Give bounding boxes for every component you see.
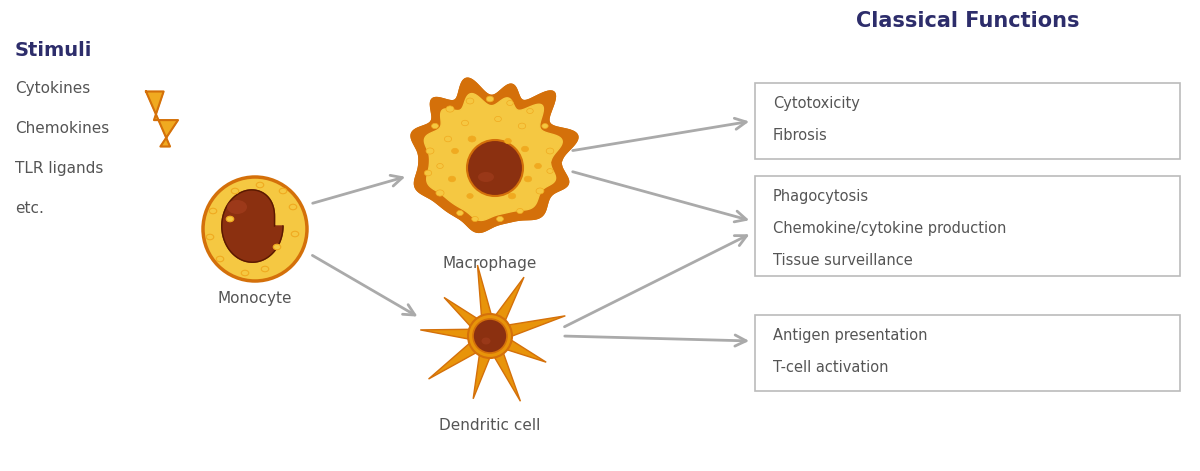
Ellipse shape — [292, 231, 299, 237]
Polygon shape — [425, 94, 563, 220]
FancyBboxPatch shape — [755, 83, 1180, 159]
Polygon shape — [473, 334, 498, 399]
Polygon shape — [222, 190, 283, 262]
Ellipse shape — [546, 148, 554, 154]
Ellipse shape — [534, 163, 541, 169]
Ellipse shape — [449, 176, 456, 182]
Circle shape — [203, 177, 307, 281]
Text: Antigen presentation: Antigen presentation — [773, 328, 928, 343]
Polygon shape — [428, 329, 494, 379]
Polygon shape — [478, 265, 497, 337]
Text: Classical Functions: Classical Functions — [857, 11, 1080, 31]
Text: Phagocytosis: Phagocytosis — [773, 189, 869, 204]
Circle shape — [473, 319, 508, 353]
Ellipse shape — [505, 138, 511, 144]
Text: Chemokine/cytokine production: Chemokine/cytokine production — [773, 221, 1007, 236]
Text: Monocyte: Monocyte — [217, 291, 293, 306]
Ellipse shape — [274, 244, 281, 250]
Ellipse shape — [426, 148, 434, 154]
Polygon shape — [484, 333, 521, 401]
Ellipse shape — [478, 172, 494, 182]
Ellipse shape — [524, 176, 532, 182]
Text: Chemokines: Chemokines — [14, 121, 109, 136]
Ellipse shape — [494, 116, 502, 122]
FancyBboxPatch shape — [755, 176, 1180, 276]
Ellipse shape — [451, 148, 458, 154]
Polygon shape — [444, 297, 496, 342]
Ellipse shape — [216, 256, 223, 262]
Ellipse shape — [425, 170, 432, 176]
Ellipse shape — [527, 108, 533, 114]
Polygon shape — [487, 329, 546, 362]
Polygon shape — [420, 329, 491, 343]
Text: Fibrosis: Fibrosis — [773, 128, 828, 143]
Text: Macrophage: Macrophage — [443, 256, 538, 271]
Ellipse shape — [457, 211, 463, 216]
Ellipse shape — [462, 120, 468, 126]
Text: etc.: etc. — [14, 201, 44, 216]
Ellipse shape — [446, 106, 454, 112]
Polygon shape — [412, 78, 578, 232]
Ellipse shape — [227, 200, 247, 214]
Text: T-cell activation: T-cell activation — [773, 360, 888, 375]
Ellipse shape — [472, 217, 479, 221]
Text: Dendritic cell: Dendritic cell — [439, 418, 541, 433]
Ellipse shape — [280, 188, 287, 194]
Ellipse shape — [257, 182, 264, 188]
Ellipse shape — [522, 146, 528, 152]
Ellipse shape — [262, 266, 269, 272]
Ellipse shape — [289, 204, 296, 210]
Text: Cytotoxicity: Cytotoxicity — [773, 96, 860, 111]
Ellipse shape — [517, 209, 523, 213]
Ellipse shape — [466, 98, 474, 104]
Circle shape — [467, 140, 523, 196]
Ellipse shape — [468, 136, 476, 142]
Ellipse shape — [209, 208, 217, 214]
Ellipse shape — [206, 234, 214, 240]
Polygon shape — [488, 316, 565, 344]
Ellipse shape — [509, 193, 516, 199]
Polygon shape — [484, 277, 524, 340]
Circle shape — [468, 314, 512, 358]
Ellipse shape — [506, 100, 514, 106]
Ellipse shape — [444, 136, 451, 142]
Ellipse shape — [436, 190, 444, 196]
Ellipse shape — [241, 270, 248, 276]
Ellipse shape — [536, 188, 544, 194]
Ellipse shape — [227, 216, 234, 222]
FancyBboxPatch shape — [755, 315, 1180, 391]
Ellipse shape — [497, 216, 504, 222]
Ellipse shape — [432, 123, 438, 129]
Ellipse shape — [547, 169, 553, 173]
Ellipse shape — [232, 188, 239, 194]
Ellipse shape — [481, 338, 491, 344]
Polygon shape — [146, 91, 178, 146]
Ellipse shape — [486, 96, 493, 102]
Ellipse shape — [542, 123, 548, 129]
Text: Stimuli: Stimuli — [14, 41, 92, 60]
Ellipse shape — [437, 163, 443, 169]
Ellipse shape — [467, 194, 473, 198]
Text: Tissue surveillance: Tissue surveillance — [773, 253, 913, 268]
Text: TLR ligands: TLR ligands — [14, 161, 103, 176]
Text: Cytokines: Cytokines — [14, 81, 90, 96]
Ellipse shape — [518, 123, 526, 129]
